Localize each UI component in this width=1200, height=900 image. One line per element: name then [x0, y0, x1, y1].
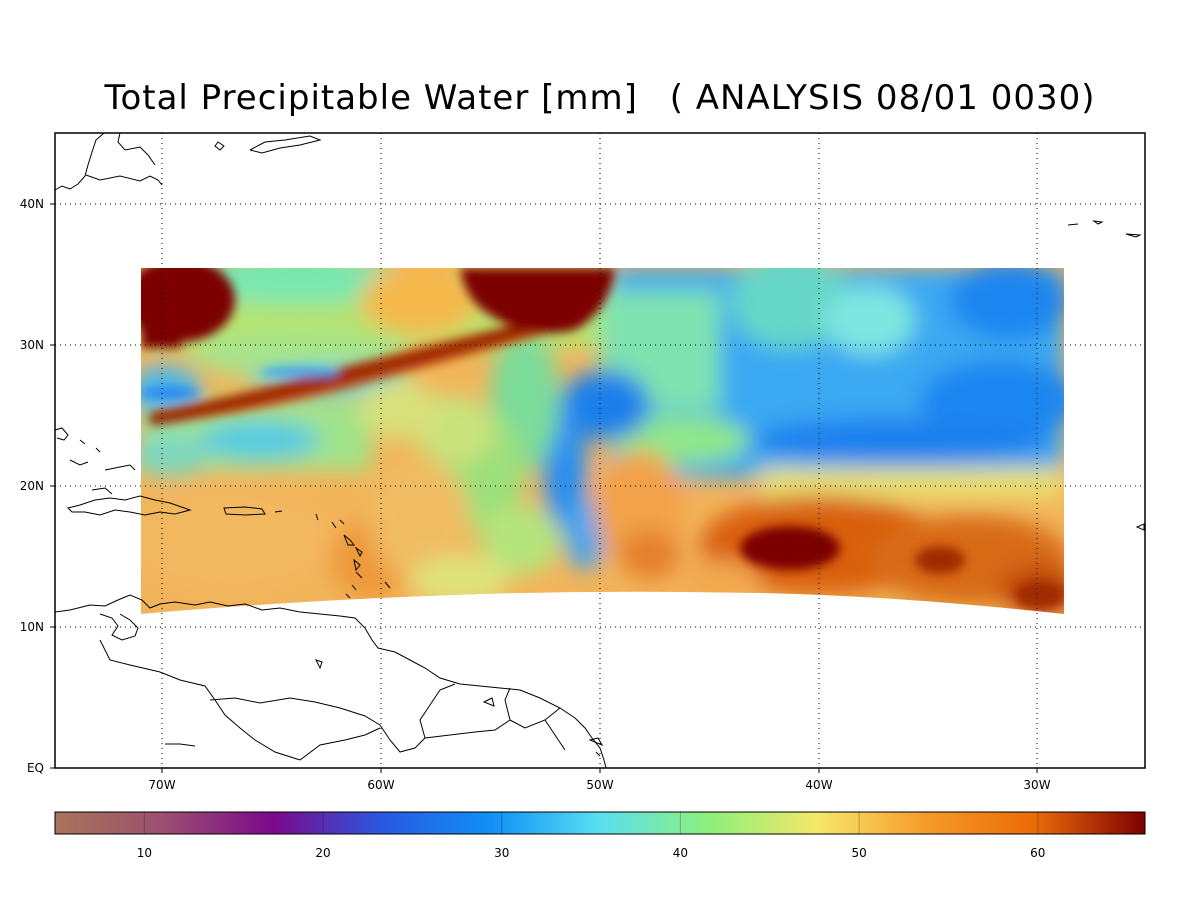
longitude-labels: 70W 60W 50W 40W 30W — [148, 778, 1050, 792]
graticule — [55, 133, 1145, 768]
axis-ticks — [50, 203, 1038, 773]
lon-label-50w: 50W — [586, 778, 613, 792]
colorbar-label: 10 — [137, 846, 152, 860]
lat-label-40n: 40N — [20, 197, 44, 211]
lon-label-70w: 70W — [148, 778, 175, 792]
lat-label-20n: 20N — [20, 479, 44, 493]
title-variable: Total Precipitable Water [mm] — [104, 78, 638, 118]
latitude-labels: EQ 10N 20N 30N 40N — [20, 197, 44, 775]
lon-label-40w: 40W — [805, 778, 832, 792]
colorbar-label: 30 — [494, 846, 509, 860]
title-analysis: ( ANALYSIS 08/01 0030) — [669, 78, 1096, 118]
tpw-field — [141, 268, 1064, 614]
colorbar-label: 20 — [315, 846, 330, 860]
colorbar-label: 50 — [851, 846, 866, 860]
coastlines — [54, 132, 1145, 769]
lon-label-30w: 30W — [1023, 778, 1050, 792]
lon-label-60w: 60W — [367, 778, 394, 792]
colorbar: 10 20 30 40 50 60 — [54, 811, 1146, 860]
lat-label-eq: EQ — [27, 761, 44, 775]
colorbar-gradient — [54, 811, 1146, 835]
lat-label-30n: 30N — [20, 338, 44, 352]
chart-title: Total Precipitable Water [mm] ( ANALYSIS… — [0, 78, 1200, 118]
lat-label-10n: 10N — [20, 620, 44, 634]
colorbar-label: 40 — [673, 846, 688, 860]
colorbar-label: 60 — [1030, 846, 1045, 860]
